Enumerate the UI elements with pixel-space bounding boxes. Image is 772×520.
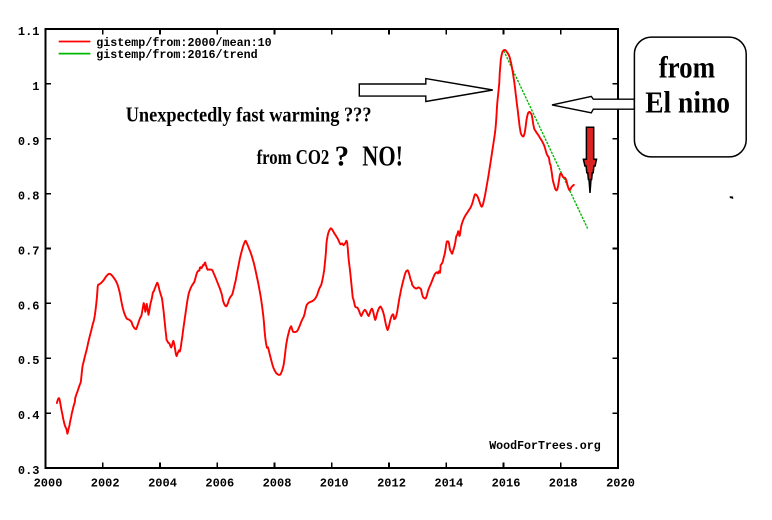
svg-text:2000: 2000 [34,477,63,491]
svg-text:0.4: 0.4 [18,409,40,423]
svg-text:NO!: NO! [362,141,403,172]
svg-text:2014: 2014 [434,477,463,491]
svg-text:2012: 2012 [377,477,406,491]
svg-text:WoodForTrees.org: WoodForTrees.org [489,439,601,453]
svg-text:El nino: El nino [645,85,730,120]
svg-text:0.3: 0.3 [18,464,40,478]
svg-text:0.5: 0.5 [18,354,40,368]
svg-text:gistemp/from:2000/mean:10: gistemp/from:2000/mean:10 [96,36,272,50]
svg-text:1: 1 [32,80,39,94]
svg-text:2020: 2020 [606,477,635,491]
svg-text:2016: 2016 [492,477,521,491]
svg-text:2006: 2006 [205,477,234,491]
svg-text:from CO2: from CO2 [257,146,330,169]
svg-text:gistemp/from:2016/trend: gistemp/from:2016/trend [96,48,258,62]
svg-text:0.9: 0.9 [18,135,40,149]
svg-text:0.8: 0.8 [18,190,40,204]
svg-text:0.6: 0.6 [18,299,40,313]
svg-text:2018: 2018 [549,477,578,491]
svg-text:2004: 2004 [148,477,177,491]
svg-text:Unexpectedly fast warming ???: Unexpectedly fast warming ??? [126,102,372,126]
svg-text:?: ? [335,141,350,173]
svg-text:2010: 2010 [320,477,349,491]
svg-text:0.7: 0.7 [18,245,40,259]
svg-text:2008: 2008 [263,477,292,491]
svg-text:2002: 2002 [91,477,120,491]
svg-text:1.1: 1.1 [18,25,40,39]
svg-text:from: from [659,50,716,85]
